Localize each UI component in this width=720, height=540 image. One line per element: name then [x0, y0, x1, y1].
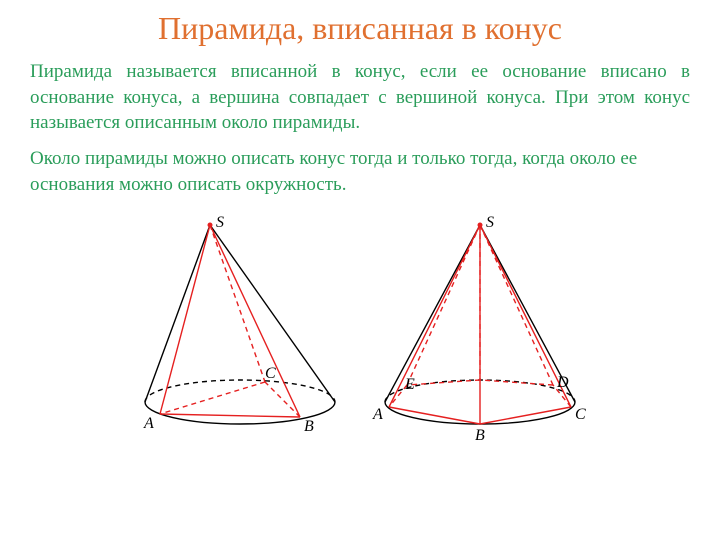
- svg-text:B: B: [304, 418, 314, 435]
- svg-text:A: A: [143, 415, 154, 432]
- svg-text:C: C: [265, 365, 276, 382]
- svg-text:E: E: [404, 376, 415, 393]
- svg-text:A: A: [372, 406, 383, 423]
- svg-text:S: S: [486, 214, 494, 231]
- definition-paragraph: Пирамида называется вписанной в конус, е…: [30, 59, 690, 136]
- figures-row: SABC SABCDE: [30, 207, 690, 447]
- svg-text:D: D: [556, 374, 569, 391]
- theorem-paragraph: Около пирамиды можно описать конус тогда…: [30, 146, 690, 197]
- figure-hexagon-pyramid: S A B CD E: [365, 207, 595, 447]
- figure-triangle-pyramid: S A B C: [125, 207, 355, 447]
- page-title: Пирамида, вписанная в конус: [30, 10, 690, 47]
- svg-text:S: S: [216, 214, 224, 231]
- svg-text:C: C: [575, 406, 586, 423]
- svg-text:B: B: [475, 427, 485, 444]
